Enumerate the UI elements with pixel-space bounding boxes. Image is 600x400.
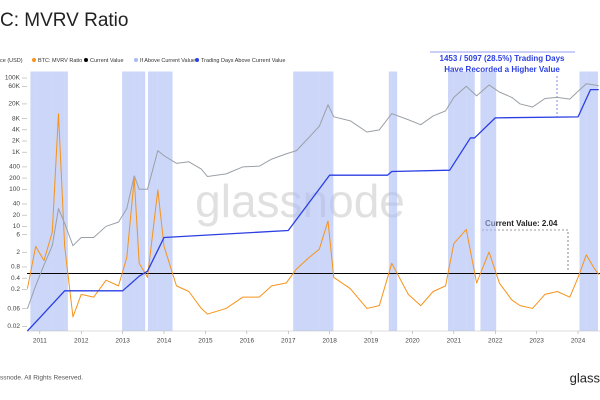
y-tick-label: 40 <box>13 201 21 208</box>
footer: ssnode. All Rights Reserved. <box>0 375 83 382</box>
y-tick-label: 20K <box>8 101 20 108</box>
legend-label: BTC: MVRV Ratio <box>38 58 82 64</box>
shade-region <box>327 71 334 331</box>
shade-region <box>134 71 140 331</box>
y-tick-label: 6 <box>16 231 20 238</box>
shade-region <box>308 71 320 331</box>
y-tick-label: 60K <box>8 83 20 90</box>
x-tick-label: 2014 <box>157 338 172 345</box>
y-tick-label: 0.02 <box>7 323 20 330</box>
shade-region <box>35 71 44 331</box>
shade-region <box>293 71 297 331</box>
shade-region <box>296 71 309 331</box>
y-tick-label: 100 <box>9 186 20 193</box>
x-tick-label: 2021 <box>447 338 462 345</box>
shade-region <box>579 71 587 331</box>
x-tick-label: 2013 <box>115 338 130 345</box>
legend-marker <box>134 58 138 62</box>
legend-marker <box>195 58 199 62</box>
shade-region <box>391 71 398 331</box>
legend-marker <box>32 58 36 62</box>
legend-label: If Above Current Value <box>140 58 195 64</box>
series-line <box>26 113 600 318</box>
shade-region <box>586 71 595 331</box>
footer-logo: glass <box>570 370 600 385</box>
plot-area: 0.02 0.06 0.2 0.4 0.8 2 610 20 40 100 200 400 1K 2K 4K… <box>0 58 600 345</box>
y-tick-label: 4K <box>12 127 21 134</box>
x-tick-label: 2012 <box>74 338 89 345</box>
y-tick-label: 20 <box>13 212 21 219</box>
shade-region <box>388 71 392 331</box>
annotation-leader <box>482 229 569 272</box>
shade-region <box>122 71 127 331</box>
shade-region <box>147 71 158 331</box>
y-tick-label: 0.06 <box>7 305 20 312</box>
shade-region <box>52 71 59 331</box>
y-tick-label: 2 <box>16 249 20 256</box>
x-tick-label: 2018 <box>322 338 337 345</box>
shade-region <box>319 71 328 331</box>
shade-region <box>594 71 598 331</box>
x-tick-label: 2017 <box>281 338 296 345</box>
y-tick-label: 200 <box>9 175 20 182</box>
shade-region <box>157 71 165 331</box>
y-tick-label: 0.8 <box>11 264 20 271</box>
shade-region <box>43 71 53 331</box>
chart-title: C: MVRV Ratio <box>0 10 128 31</box>
legend-label: Current Value <box>90 58 124 64</box>
annotation: 1453 / 5097 (28.5%) Trading Days <box>440 54 566 63</box>
y-tick-label: 400 <box>9 164 20 171</box>
shade-region <box>139 71 146 331</box>
y-tick-label: 0.2 <box>11 286 20 293</box>
legend-label: ce (USD) <box>0 58 23 64</box>
x-tick-label: 2024 <box>571 338 586 345</box>
legend-marker <box>84 58 88 62</box>
x-tick-label: 2015 <box>198 338 213 345</box>
x-tick-label: 2019 <box>364 338 379 345</box>
x-tick-label: 2016 <box>240 338 255 345</box>
shade-region <box>164 71 173 331</box>
series-line <box>26 83 599 309</box>
series-line <box>26 88 599 332</box>
legend-label: Trading Days Above Current Value <box>201 58 285 64</box>
x-tick-label: 2011 <box>33 338 47 345</box>
y-tick-label: 2K <box>12 138 21 145</box>
shade-region <box>58 71 65 331</box>
shade-region <box>480 71 490 331</box>
shade-region <box>30 71 36 331</box>
y-tick-label: 8K <box>12 115 21 122</box>
shade-region <box>489 71 497 331</box>
x-tick-label: 2022 <box>488 338 503 345</box>
annotation: Have Recorded a Higher Value <box>444 65 560 74</box>
shade-region <box>126 71 135 331</box>
shade-region <box>453 71 467 331</box>
y-tick-label: 1K <box>12 149 21 156</box>
y-tick-label: 0.4 <box>11 275 20 282</box>
shade-region <box>64 71 68 331</box>
x-tick-label: 2023 <box>529 338 544 345</box>
x-tick-label: 2020 <box>405 338 420 345</box>
annotation: Current Value: 2.04 <box>485 219 558 228</box>
y-tick-label: 10 <box>13 223 21 230</box>
shade-region <box>466 71 475 331</box>
y-tick-label: 100K <box>5 75 21 82</box>
shade-region <box>448 71 454 331</box>
